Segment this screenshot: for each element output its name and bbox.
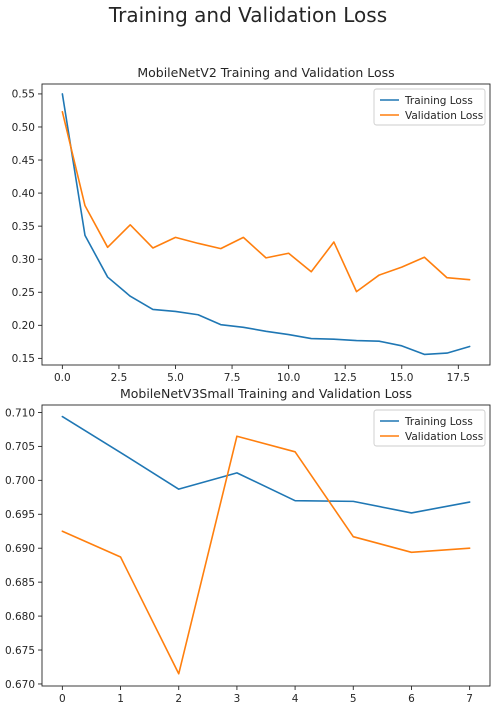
legend-box [373,409,486,447]
x-tick-label: 0 [59,693,66,705]
y-tick-label: 0.40 [12,188,35,200]
x-tick-label: 17.5 [447,372,470,384]
axes-frame [41,404,491,687]
x-tick-label: 2.5 [111,372,128,384]
x-tick-label: 3 [234,693,241,705]
y-tick-label: 0.35 [12,221,35,233]
training-loss-line [61,93,471,356]
figure-suptitle: Training and Validation Loss [108,3,387,27]
y-tick-label: 0.705 [5,441,35,453]
chart-title: MobileNetV3Small Training and Validation… [120,386,412,401]
y-tick-label: 0.15 [12,353,35,365]
x-tick-label: 10.0 [277,372,300,384]
chart-mobilenetv3small: MobileNetV3Small Training and Validation… [5,386,491,705]
legend-label-validation: Validation Loss [405,431,483,443]
legend-box [373,88,486,126]
x-tick-label: 0.0 [54,372,71,384]
x-tick-label: 5.0 [167,372,184,384]
y-tick-label: 0.690 [5,543,35,555]
x-tick-label: 7 [466,693,473,705]
y-tick-label: 0.670 [5,679,35,691]
legend-label-training: Training Loss [404,95,473,107]
x-tick-label: 12.5 [333,372,356,384]
x-tick-label: 6 [408,693,415,705]
y-tick-label: 0.675 [5,645,35,657]
y-tick-label: 0.25 [12,287,35,299]
y-tick-label: 0.695 [5,509,35,521]
x-tick-label: 5 [350,693,357,705]
y-tick-label: 0.50 [12,122,35,134]
y-tick-label: 0.700 [5,475,35,487]
chart-title: MobileNetV2 Training and Validation Loss [137,65,394,80]
y-tick-label: 0.55 [12,89,35,101]
training-loss-line [61,415,471,514]
x-tick-label: 15.0 [390,372,413,384]
axes-frame [41,83,491,366]
validation-loss-line [61,110,471,293]
y-tick-label: 0.685 [5,577,35,589]
validation-loss-line [61,435,471,675]
x-tick-label: 4 [292,693,299,705]
x-tick-label: 2 [175,693,182,705]
y-tick-label: 0.30 [12,254,35,266]
x-tick-label: 7.5 [224,372,241,384]
y-tick-label: 0.710 [5,407,35,419]
legend: Training Loss Validation Loss [373,88,486,126]
chart-mobilenetv2: MobileNetV2 Training and Validation Loss… [12,65,491,384]
y-tick-label: 0.45 [12,155,35,167]
legend: Training Loss Validation Loss [373,409,486,447]
legend-label-training: Training Loss [404,416,473,428]
y-tick-label: 0.680 [5,611,35,623]
y-tick-label: 0.20 [12,320,35,332]
legend-label-validation: Validation Loss [405,110,483,122]
x-tick-label: 1 [117,693,124,705]
